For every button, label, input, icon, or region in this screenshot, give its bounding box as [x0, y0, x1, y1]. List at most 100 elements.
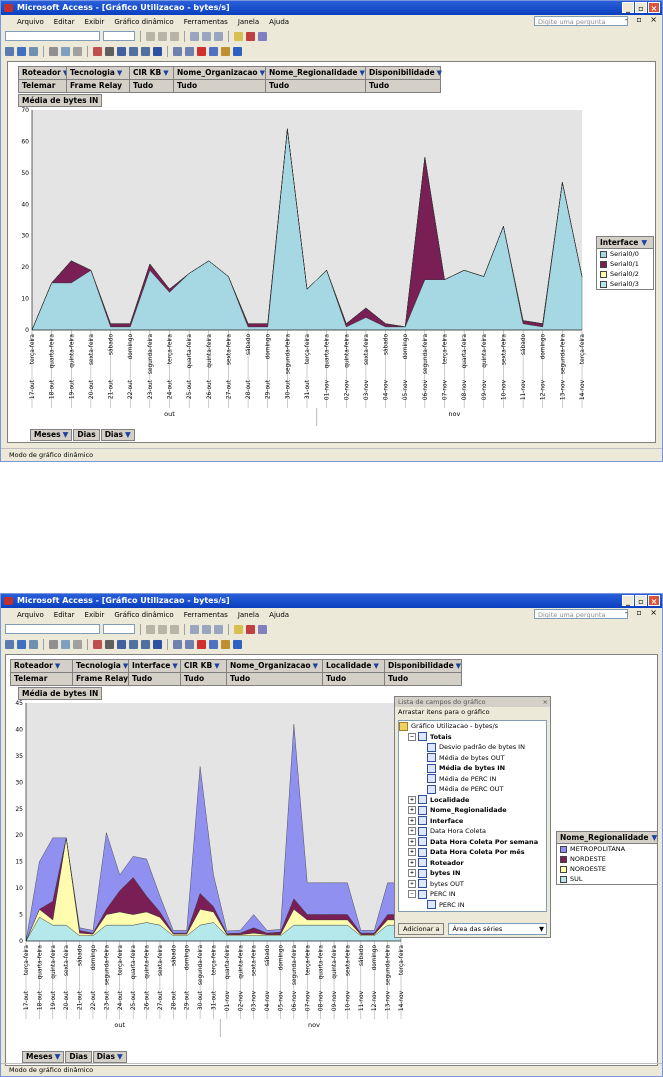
expand-icon[interactable]: +	[408, 816, 416, 825]
dropdown-arrow-icon[interactable]: ▼	[651, 833, 658, 842]
dropdown-arrow-icon[interactable]: ▼	[641, 238, 648, 247]
font-name-combo[interactable]	[5, 624, 100, 634]
underline-icon[interactable]	[170, 624, 179, 634]
close-icon[interactable]: ×	[542, 698, 548, 706]
delete-icon[interactable]	[105, 639, 114, 649]
dropdown-arrow-icon[interactable]: ▼	[54, 662, 61, 670]
fill-color-icon[interactable]	[234, 624, 243, 634]
print-icon[interactable]	[49, 639, 58, 649]
field-list-node[interactable]: Média de bytes IN	[399, 763, 546, 774]
filter-field-disponibilidade[interactable]: Disponibilidade ▼ Tudo	[384, 659, 462, 686]
menu-item-ferramentas[interactable]: Ferramentas	[183, 610, 228, 619]
font-color-icon[interactable]	[246, 624, 255, 634]
menu-item-exibir[interactable]: Exibir	[84, 17, 105, 26]
field-list-header[interactable]: Lista de campos do gráfico ×	[395, 697, 550, 707]
field-list-node[interactable]: − PERC OUT	[399, 910, 546, 912]
font-color-icon[interactable]	[246, 31, 255, 41]
mdi-window-controls[interactable]: - ▫ ×	[624, 608, 660, 617]
align-left-icon[interactable]	[190, 624, 199, 634]
expand-icon[interactable]: +	[408, 848, 416, 856]
menu-item-janela[interactable]: Janela	[237, 17, 260, 26]
italic-icon[interactable]	[158, 31, 167, 41]
dropdown-arrow-icon[interactable]: ▼	[259, 69, 265, 77]
add-to-button[interactable]: Adicionar a	[398, 923, 445, 935]
underline-icon[interactable]	[170, 31, 179, 41]
dropdown-arrow-icon[interactable]: ▼	[63, 69, 68, 77]
minimize-button[interactable]: _	[622, 595, 634, 606]
properties-icon[interactable]	[221, 639, 230, 649]
help-icon[interactable]	[233, 46, 242, 56]
filter-icon[interactable]	[153, 639, 162, 649]
save-icon[interactable]	[17, 639, 26, 649]
field-list-node[interactable]: + Localidade	[399, 795, 546, 806]
menu-item-editar[interactable]: Editar	[53, 17, 75, 26]
sort-ascending-icon[interactable]	[129, 46, 138, 56]
category-button-dias[interactable]: Dias	[65, 1051, 92, 1063]
expand-icon[interactable]: +	[408, 879, 416, 888]
field-list-node[interactable]: + bytes OUT	[399, 879, 546, 890]
filter-field-tecnologia[interactable]: Tecnologia ▼ Frame Relay	[66, 66, 129, 93]
maximize-button[interactable]: ▫	[635, 595, 647, 606]
expand-icon[interactable]: +	[408, 858, 416, 867]
mdi-window-controls[interactable]: - ▫ ×	[624, 15, 660, 24]
filter-field-nome-organizacao[interactable]: Nome_Organizacao ▼ Tudo	[226, 659, 322, 686]
close-button[interactable]: ×	[648, 2, 660, 13]
field-list-root[interactable]: Gráfico Utilizacao - bytes/s	[399, 721, 546, 732]
collapse-icon[interactable]: −	[408, 911, 416, 912]
filter-field-disponibilidade[interactable]: Disponibilidade ▼ Tudo	[365, 66, 443, 93]
dropdown-arrow-icon[interactable]: ▼	[172, 662, 178, 670]
field-list-node[interactable]: + bytes IN	[399, 868, 546, 879]
legend-icon[interactable]	[209, 46, 218, 56]
field-list-node[interactable]: + Nome_Regionalidade	[399, 805, 546, 816]
menu-item-grafico-dinamico[interactable]: Gráfico dinâmico	[114, 610, 174, 619]
dropdown-arrow-icon[interactable]: ▼	[455, 662, 462, 670]
field-list-node[interactable]: − Totais	[399, 732, 546, 743]
dropdown-arrow-icon[interactable]: ▼	[125, 430, 131, 439]
ask-question-input[interactable]: Digite uma pergunta	[534, 16, 628, 26]
dropdown-arrow-icon[interactable]: ▼	[116, 69, 123, 77]
expand-icon[interactable]: +	[408, 869, 416, 877]
field-list-node[interactable]: Média de bytes OUT	[399, 753, 546, 764]
sum-icon[interactable]	[185, 639, 194, 649]
menu-item-janela[interactable]: Janela	[237, 610, 260, 619]
dropdown-arrow-icon[interactable]: ▼	[373, 662, 379, 670]
close-button[interactable]: ×	[648, 595, 660, 606]
view-icon[interactable]	[5, 46, 14, 56]
field-list-node[interactable]: + Data Hora Coleta Por mês	[399, 847, 546, 858]
category-button-dias-2[interactable]: Dias ▼	[100, 429, 135, 441]
dropdown-arrow-icon[interactable]: ▼	[359, 69, 365, 77]
collapse-icon[interactable]: −	[408, 890, 416, 898]
field-list-node[interactable]: Desvio padrão de bytes IN	[399, 742, 546, 753]
autocalc-icon[interactable]	[173, 46, 182, 56]
sort-descending-icon[interactable]	[141, 46, 150, 56]
field-list-node[interactable]: − PERC IN	[399, 889, 546, 900]
field-list-node[interactable]: + Roteador	[399, 858, 546, 869]
collapse-icon[interactable]: −	[408, 732, 416, 741]
data-field-button[interactable]: Média de bytes IN	[18, 687, 103, 700]
legend-icon[interactable]	[209, 639, 218, 649]
exclamation-icon[interactable]	[197, 639, 206, 649]
bold-icon[interactable]	[146, 31, 155, 41]
dropdown-arrow-icon[interactable]: ▼	[436, 69, 443, 77]
legend-title[interactable]: Nome_Regionalidade ▼	[557, 832, 658, 844]
align-right-icon[interactable]	[214, 624, 223, 634]
dropdown-arrow-icon[interactable]: ▼	[54, 1052, 61, 1061]
dropdown-arrow-icon[interactable]: ▼	[117, 1052, 123, 1061]
field-list-icon[interactable]	[117, 46, 126, 56]
font-size-combo[interactable]	[103, 31, 135, 41]
maximize-button[interactable]: ▫	[635, 2, 647, 13]
search-icon[interactable]	[29, 639, 38, 649]
align-right-icon[interactable]	[214, 31, 223, 41]
preview-icon[interactable]	[61, 639, 70, 649]
menu-item-ajuda[interactable]: Ajuda	[269, 610, 290, 619]
help-icon[interactable]	[233, 639, 242, 649]
field-list-node[interactable]: + Interface	[399, 816, 546, 827]
menu-item-ferramentas[interactable]: Ferramentas	[183, 17, 228, 26]
font-size-combo[interactable]	[103, 624, 135, 634]
exclamation-icon[interactable]	[197, 46, 206, 56]
preview-icon[interactable]	[61, 46, 70, 56]
minimize-button[interactable]: _	[622, 2, 634, 13]
expand-icon[interactable]: +	[408, 806, 416, 814]
field-list-node[interactable]: Média de PERC OUT	[399, 784, 546, 795]
view-icon[interactable]	[5, 639, 14, 649]
